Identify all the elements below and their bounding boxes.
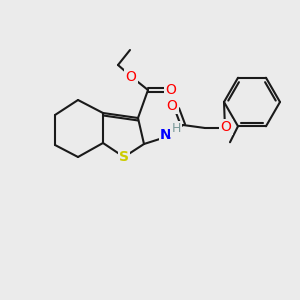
Text: O: O [220, 120, 231, 134]
Text: O: O [126, 70, 136, 84]
Text: O: O [166, 83, 176, 97]
Text: S: S [119, 150, 129, 164]
Text: O: O [167, 99, 177, 113]
Text: N: N [160, 128, 172, 142]
Text: H: H [171, 122, 181, 136]
